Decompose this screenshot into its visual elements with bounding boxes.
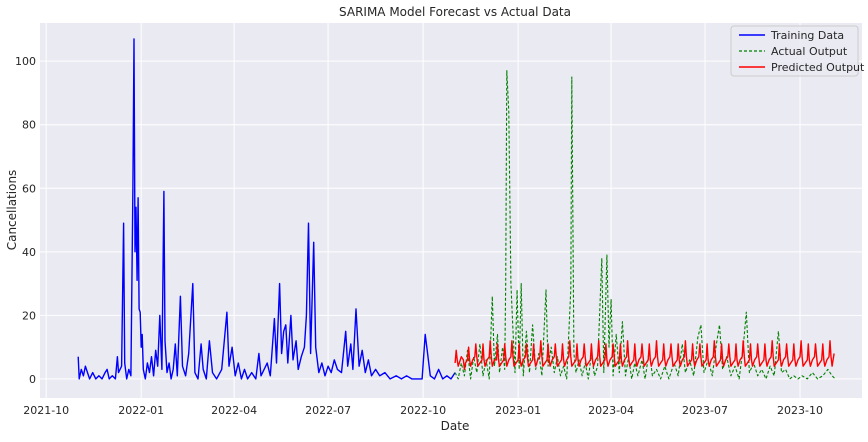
chart-title: SARIMA Model Forecast vs Actual Data <box>339 5 571 19</box>
legend-box <box>730 25 859 77</box>
y-tick-label: 40 <box>22 246 36 259</box>
x-tick-label: 2022-10 <box>400 404 446 417</box>
predicted-output-line <box>454 340 835 371</box>
legend-label-training: Training Data <box>770 29 844 42</box>
x-tick-label: 2022-01 <box>118 404 164 417</box>
x-tick-label: 2023-04 <box>588 404 634 417</box>
x-tick-label: 2022-07 <box>305 404 351 417</box>
x-tick-label: 2023-07 <box>682 404 728 417</box>
x-tick-label: 2022-04 <box>211 404 257 417</box>
y-tick-label: 20 <box>22 309 36 322</box>
y-axis-label: Cancellations <box>5 170 19 251</box>
training-data-line <box>77 38 456 380</box>
x-tick-label: 2023-01 <box>495 404 541 417</box>
x-tick-labels: 2021-10 2022-01 2022-04 2022-07 2022-10 2023-… <box>23 404 823 417</box>
x-tick-label: 2023-10 <box>777 404 823 417</box>
y-tick-label: 60 <box>22 182 36 195</box>
series-lines <box>77 38 836 380</box>
x-tick-label: 2021-10 <box>23 404 69 417</box>
legend-label-predicted: Predicted Output <box>771 61 865 74</box>
y-tick-label: 100 <box>15 55 36 68</box>
legend: Training Data Actual Output Predicted Ou… <box>730 25 865 77</box>
y-tick-label: 0 <box>29 373 36 386</box>
y-tick-label: 80 <box>22 119 36 132</box>
y-tick-labels: 0 20 40 60 80 100 <box>15 55 36 386</box>
legend-label-actual: Actual Output <box>771 45 848 58</box>
x-axis-label: Date <box>441 419 470 433</box>
plot-area <box>40 23 862 398</box>
